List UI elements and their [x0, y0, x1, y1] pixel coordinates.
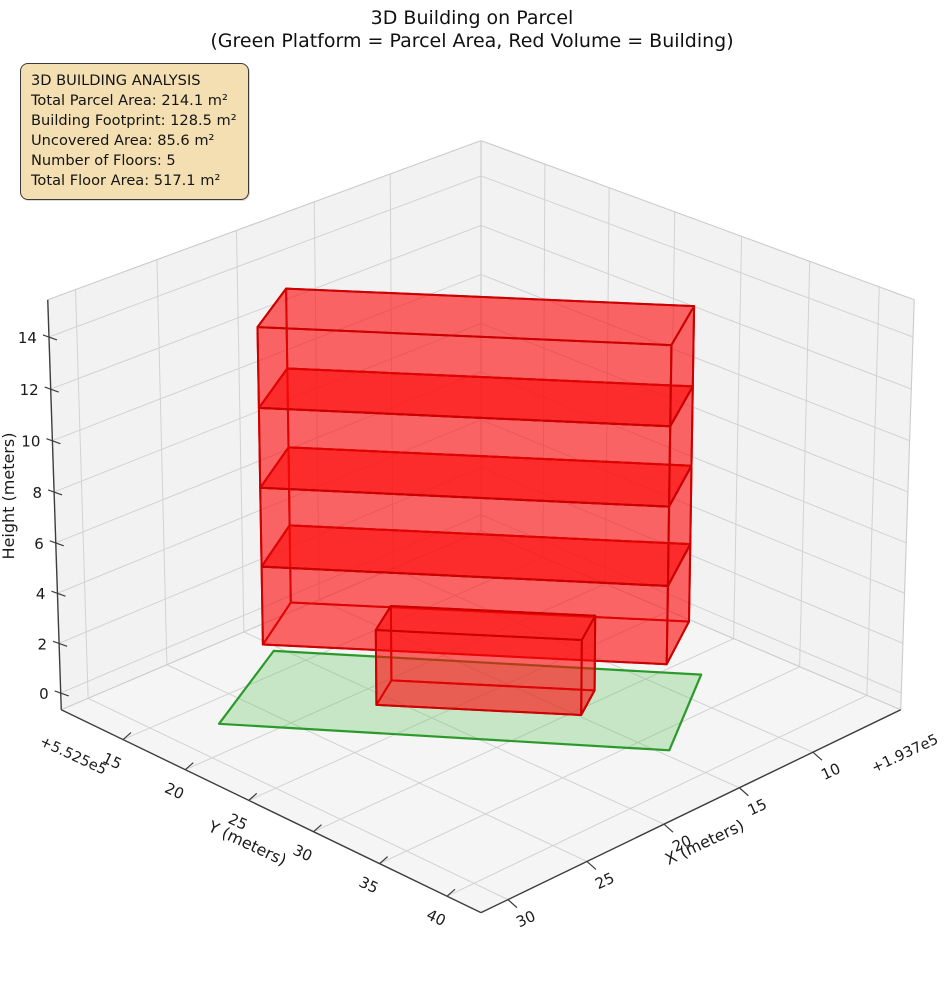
y-tick-label: 30: [290, 841, 315, 865]
info-box-title: 3D BUILDING ANALYSIS: [31, 72, 201, 89]
info-box-stat-line: Building Footprint: 128.5 m²: [31, 112, 237, 129]
info-box-stat-line: Total Floor Area: 517.1 m²: [31, 172, 221, 189]
pane-edges: [47, 140, 915, 711]
y-axis-offset-text: +5.525e5: [37, 734, 109, 779]
z-tick-label: 0: [39, 685, 49, 703]
info-box-stat-line: Total Parcel Area: 214.1 m²: [31, 92, 228, 109]
z-axis-title: Height (meters): [0, 433, 18, 560]
y-tick-label: 40: [424, 906, 449, 930]
axes-panes: [47, 140, 915, 913]
info-box-stat-line: Uncovered Area: 85.6 m²: [31, 132, 215, 149]
x-tick-label: 15: [745, 795, 770, 819]
building-annex: [374, 605, 597, 716]
z-tick-label: 10: [21, 433, 40, 451]
grid-lines: [48, 164, 914, 901]
z-tick-label: 14: [18, 329, 37, 347]
building-tower: [256, 287, 696, 666]
z-tick-label: 4: [36, 585, 46, 603]
x-axis-offset-text: +1.937e5: [869, 732, 941, 777]
plot-title-line1: 3D Building on Parcel: [370, 7, 574, 29]
z-tick-label: 2: [38, 635, 48, 653]
info-box-stat-line: Number of Floors: 5: [31, 152, 176, 169]
z-tick-label: 6: [34, 535, 44, 553]
x-tick-label: 25: [592, 869, 617, 893]
plot-title-line2: (Green Platform = Parcel Area, Red Volum…: [210, 30, 734, 52]
z-tick-label: 12: [20, 381, 39, 399]
x-tick-label: 30: [513, 907, 538, 931]
x-tick-label: 10: [818, 759, 843, 783]
axis-spines: [47, 299, 902, 914]
info-box-stats: Total Parcel Area: 214.1 m² Building Foot…: [31, 91, 237, 191]
y-tick-label: 20: [162, 779, 187, 803]
y-tick-label: 35: [356, 873, 381, 897]
plot-title: 3D Building on Parcel (Green Platform = …: [0, 7, 944, 53]
building-analysis-info-box: 3D BUILDING ANALYSIS Total Parcel Area: …: [20, 63, 249, 200]
z-tick-label: 8: [33, 484, 43, 502]
